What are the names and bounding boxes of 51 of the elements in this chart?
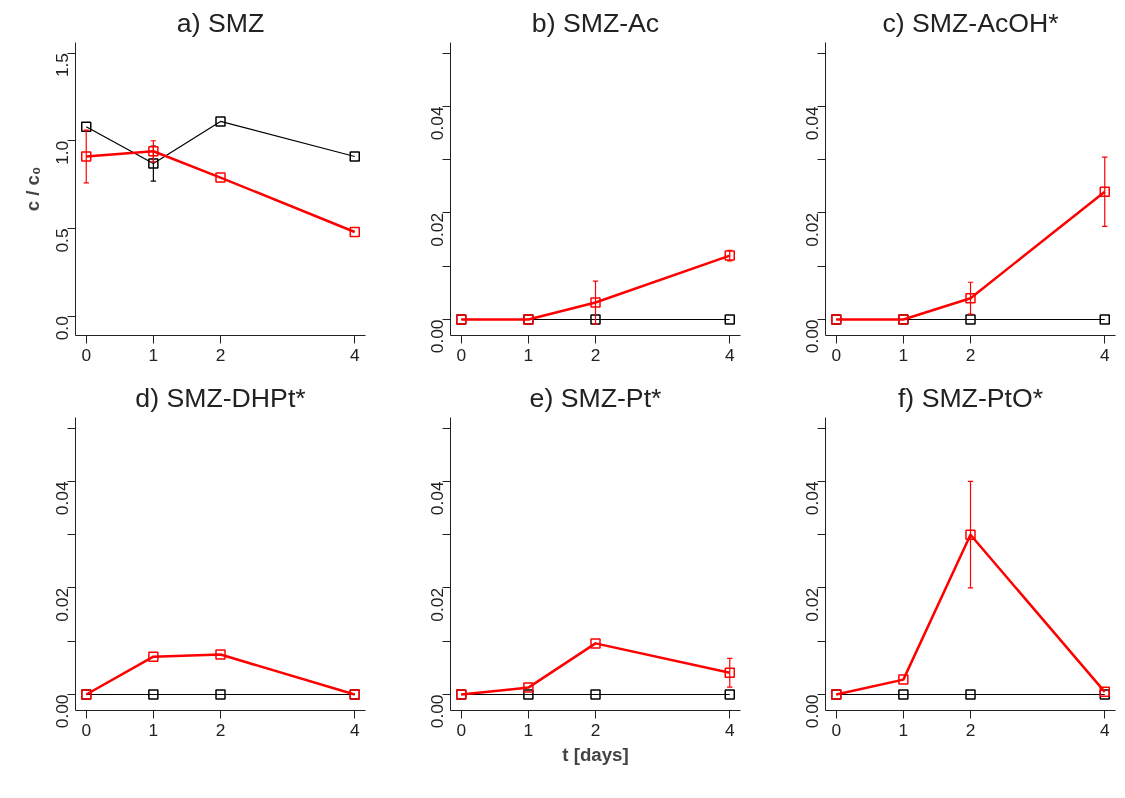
- y-tick-label: 1.0: [52, 140, 73, 165]
- x-tick-label: 1: [523, 344, 534, 365]
- x-tick-label: 1: [148, 344, 159, 365]
- x-tick-label: 2: [590, 719, 601, 740]
- x-tick-label: 0: [456, 719, 467, 740]
- chart-title: d) SMZ-DHPt*: [135, 382, 306, 413]
- x-tick-label: 4: [1099, 719, 1110, 740]
- y-tick-label: 0.04: [52, 481, 73, 516]
- chart-title: f) SMZ-PtO*: [897, 382, 1044, 413]
- x-tick-label: 4: [724, 344, 735, 365]
- x-tick-label: 2: [965, 344, 976, 365]
- y-tick-label: 0.04: [802, 106, 823, 141]
- y-tick-label: 0.02: [427, 587, 448, 622]
- x-tick-label: 0: [831, 344, 842, 365]
- x-tick-label: 0: [831, 719, 842, 740]
- y-tick-label: 0.02: [802, 587, 823, 622]
- x-tick-label: 2: [215, 344, 226, 365]
- y-tick-label: 0.04: [802, 481, 823, 516]
- x-axis-title: t [days]: [562, 743, 629, 765]
- x-tick-label: 4: [1099, 344, 1110, 365]
- y-tick-label: 0.02: [802, 212, 823, 247]
- y-tick-label: 0.0: [52, 316, 73, 341]
- x-tick-label: 2: [215, 719, 226, 740]
- y-tick-label: 0.02: [52, 587, 73, 622]
- x-tick-label: 2: [590, 344, 601, 365]
- x-tick-label: 1: [148, 719, 159, 740]
- y-tick-label: 0.04: [427, 481, 448, 516]
- x-tick-label: 1: [523, 719, 534, 740]
- y-tick-label: 0.00: [802, 319, 823, 354]
- y-tick-label: 0.02: [427, 212, 448, 247]
- chart-title: a) SMZ: [176, 7, 265, 38]
- y-tick-label: 0.00: [427, 694, 448, 729]
- x-tick-label: 1: [898, 719, 909, 740]
- x-tick-label: 0: [81, 344, 92, 365]
- y-tick-label: 0.5: [52, 228, 73, 253]
- x-tick-label: 0: [456, 344, 467, 365]
- x-tick-label: 4: [349, 344, 360, 365]
- x-tick-label: 0: [81, 719, 92, 740]
- y-tick-label: 0.00: [802, 694, 823, 729]
- x-tick-label: 2: [965, 719, 976, 740]
- y-tick-label: 0.04: [427, 106, 448, 141]
- chart-title: c) SMZ-AcOH*: [882, 7, 1059, 38]
- x-tick-label: 4: [724, 719, 735, 740]
- x-tick-label: 4: [349, 719, 360, 740]
- y-tick-label: 0.00: [427, 319, 448, 354]
- y-tick-label: 1.5: [52, 53, 73, 78]
- chart-title: e) SMZ-Pt*: [529, 382, 662, 413]
- y-tick-label: 0.00: [52, 694, 73, 729]
- chart-title: b) SMZ-Ac: [531, 7, 660, 38]
- x-tick-label: 1: [898, 344, 909, 365]
- y-axis-title: c / c₀: [21, 166, 43, 212]
